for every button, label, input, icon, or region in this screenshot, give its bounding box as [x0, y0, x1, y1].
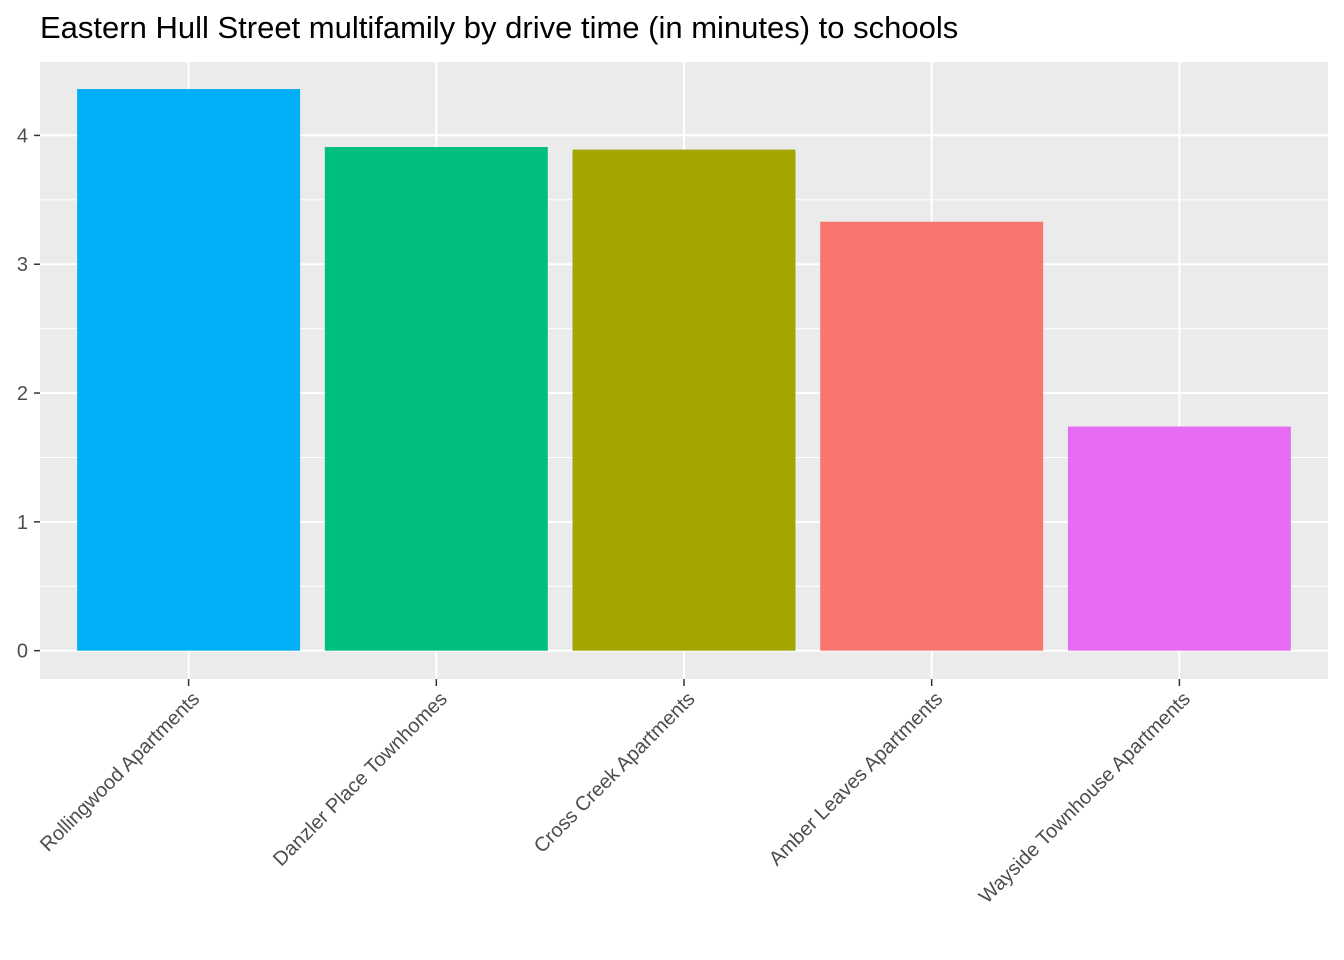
x-tick-label: Danzler Place Townhomes — [269, 688, 452, 871]
chart-title: Eastern Hull Street multifamily by drive… — [40, 10, 959, 45]
bar — [820, 221, 1044, 651]
x-tick-label: Wayside Townhouse Apartments — [975, 688, 1195, 908]
bar — [572, 149, 796, 651]
y-tick-label: 4 — [17, 125, 28, 147]
bars-group — [77, 89, 1291, 651]
x-tick-label: Cross Creek Apartments — [530, 688, 700, 858]
y-tick-label: 1 — [17, 512, 28, 534]
x-axis: Rollingwood Apartments Danzler Place Town… — [36, 679, 1195, 908]
y-tick-label: 2 — [17, 383, 28, 405]
x-tick-label: Amber Leaves Apartments — [765, 688, 947, 870]
bar — [1067, 426, 1291, 651]
bar — [324, 147, 548, 651]
bar — [77, 89, 301, 651]
y-tick-label: 3 — [17, 254, 28, 276]
x-tick-label: Rollingwood Apartments — [36, 688, 204, 856]
y-tick-label: 0 — [17, 641, 28, 663]
y-axis: 0 1 2 3 4 — [17, 125, 40, 663]
